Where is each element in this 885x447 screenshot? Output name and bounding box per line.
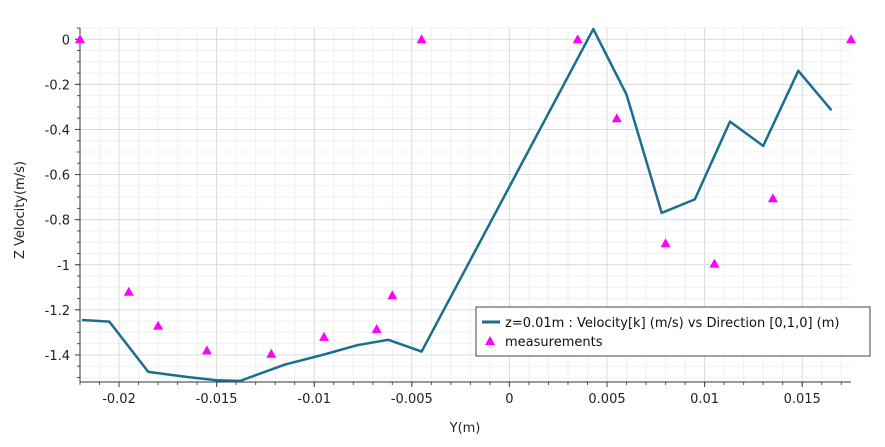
- x-axis-title: Y(m): [449, 421, 481, 436]
- y-axis-title: Z Velocity(m/s): [13, 161, 28, 259]
- series-line: [81, 27, 833, 383]
- measurement-point: [319, 331, 329, 341]
- y-tick-label: -1: [57, 259, 70, 274]
- x-tick-label: 0.015: [784, 392, 821, 407]
- measurement-point: [611, 113, 622, 123]
- measurement-point: [201, 345, 212, 355]
- x-tick-label: -0.01: [297, 392, 331, 407]
- measurement-point: [371, 324, 382, 333]
- x-tick-labels: -0.02 -0.015 -0.01 -0.005 0 0.005 0.01 0.015: [102, 392, 821, 407]
- legend-triangle-swatch: [485, 336, 495, 345]
- y-tick-label: -0.8: [45, 214, 70, 229]
- x-tick-label: 0: [505, 392, 513, 407]
- measurement-point: [660, 238, 671, 248]
- minor-grid: [79, 27, 851, 382]
- y-tick-label: -0.2: [45, 78, 70, 93]
- scatter-layer: [75, 34, 856, 358]
- legend-scatter-label: measurements: [505, 335, 603, 350]
- measurement-point: [767, 193, 778, 203]
- legend-line-label: z=0.01m : Velocity[k] (m/s) vs Direction…: [505, 316, 839, 331]
- y-tick-label: 0: [62, 33, 70, 48]
- measurement-point: [709, 258, 720, 268]
- measurement-point: [75, 34, 85, 44]
- measurement-point: [123, 286, 134, 296]
- y-tick-labels: 0 -0.2 -0.4 -0.6 -0.8 -1 -1.2 -1.4: [45, 33, 70, 364]
- x-tick-label: 0.01: [690, 392, 719, 407]
- x-tick-label: -0.005: [391, 392, 433, 407]
- legend-box: [475, 306, 871, 357]
- x-tick-label: -0.015: [196, 392, 238, 407]
- y-tick-label: -0.4: [45, 123, 70, 138]
- measurement-point: [153, 320, 164, 330]
- measurement-point: [266, 348, 277, 358]
- x-tick-label: 0.005: [588, 392, 625, 407]
- y-tick-label: -1.2: [45, 304, 70, 319]
- y-tick-label: -1.4: [45, 349, 70, 364]
- major-grid: [80, 28, 851, 382]
- measurement-point: [387, 290, 398, 300]
- measurement-point: [416, 34, 427, 44]
- x-tick-label: -0.02: [102, 392, 136, 407]
- series-layer: [81, 27, 833, 383]
- measurement-point: [572, 34, 583, 44]
- y-tick-label: -0.6: [45, 169, 70, 184]
- legend: z=0.01m : Velocity[k] (m/s) vs Direction…: [475, 306, 871, 357]
- measurement-point: [846, 34, 856, 44]
